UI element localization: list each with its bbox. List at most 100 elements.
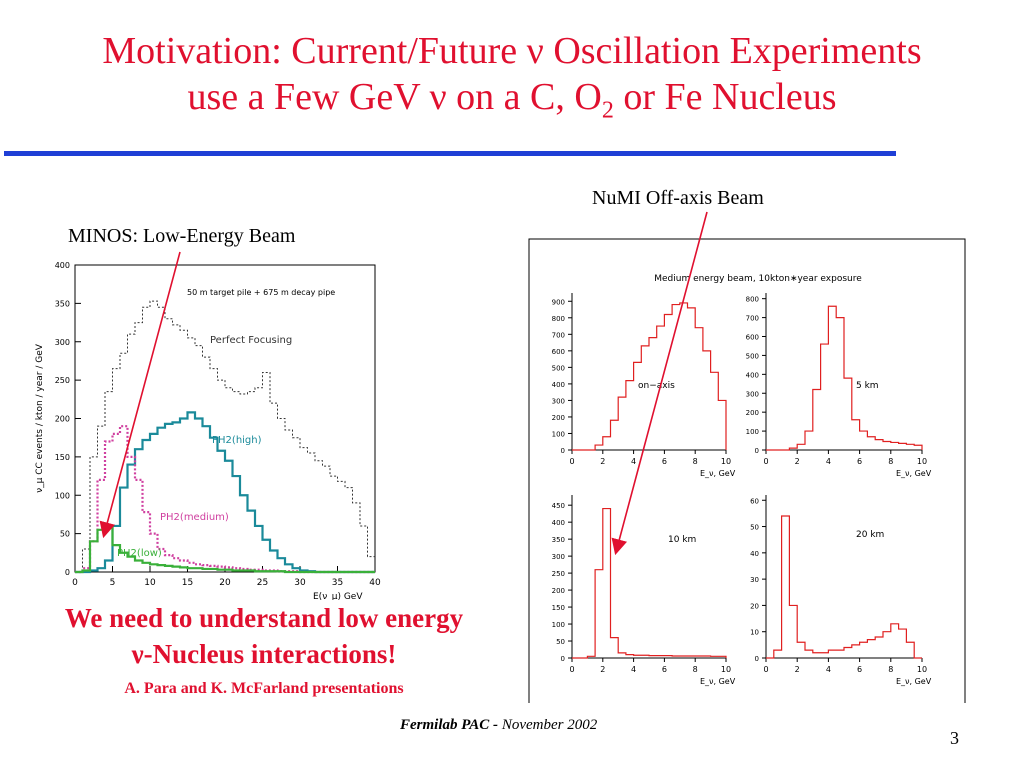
minos-ytick-label: 400 <box>55 261 70 270</box>
panel-on-axis-ytick-label: 200 <box>552 414 565 422</box>
panel-10km-ytick-label: 50 <box>556 638 565 646</box>
minos-ytick-label: 100 <box>55 491 70 500</box>
panel-5km-xtick-label: 6 <box>857 457 862 466</box>
footer-org: Fermilab PAC - <box>400 717 502 733</box>
panel-5km-ytick-label: 800 <box>746 296 759 304</box>
panel-on-axis-xtick-label: 10 <box>721 457 731 466</box>
minos-label: MINOS: Low-Energy Beam <box>68 225 296 247</box>
minos-ytick-label: 250 <box>55 376 70 385</box>
footer-date: November 2002 <box>501 717 598 733</box>
panel-5km-ytick-label: 100 <box>746 428 759 436</box>
panel-5km-ytick-label: 300 <box>746 390 759 398</box>
slide-title: Motivation: Current/Future ν Oscillation… <box>0 28 1024 134</box>
panel-20km-xtick-label: 10 <box>917 665 927 674</box>
panel-10km-xtick-label: 10 <box>721 665 731 674</box>
panel-20km-ytick-label: 10 <box>750 629 759 637</box>
minos-xtick-label: 20 <box>219 578 231 588</box>
minos-xtick-label: 5 <box>110 578 116 588</box>
minos-xtick-label: 10 <box>144 578 156 588</box>
panel-on-axis-xtick-label: 4 <box>631 457 636 466</box>
panel-20km-xtick-label: 4 <box>826 665 831 674</box>
panel-on-axis-xtick-label: 2 <box>600 457 605 466</box>
panel-20km-xtick-label: 6 <box>857 665 862 674</box>
title-line-2-b: or Fe Nucleus <box>613 76 837 118</box>
panel-5km-xtick-label: 2 <box>795 457 800 466</box>
panel-10km-ytick-label: 450 <box>552 502 565 510</box>
panel-20km-label: 20 km <box>856 530 884 540</box>
panel-10km-xtick-label: 0 <box>569 665 574 674</box>
minos-xtick-label: 30 <box>294 578 306 588</box>
panel-on-axis-ytick-label: 100 <box>552 430 565 438</box>
panel-5km-xtick-label: 8 <box>888 457 893 466</box>
minos-xlabel: E(ν_μ) GeV <box>313 592 363 600</box>
panel-5km-ytick-label: 500 <box>746 352 759 360</box>
panel-on-axis-ytick-label: 900 <box>552 298 565 306</box>
message-line-2: ν-Nucleus interactions! <box>131 639 397 669</box>
panel-on-axis-ytick-label: 300 <box>552 397 565 405</box>
title-line-2: use a Few GeV ν on a C, O2 or Fe Nucleus <box>0 74 1024 134</box>
panel-5km-ytick-label: 200 <box>746 409 759 417</box>
minos-series-perfect-focusing <box>75 300 375 573</box>
offaxis-chart: Medium energy beam, 10kton∗year exposure… <box>528 238 966 703</box>
minos-series-ph2-low- <box>75 526 375 574</box>
panel-20km-ytick-label: 50 <box>750 524 759 532</box>
minos-ytick-label: 150 <box>55 453 70 462</box>
message-credit: A. Para and K. McFarland presentations <box>124 680 404 697</box>
title-subscript: 2 <box>601 97 614 124</box>
panel-on-axis-xlabel: E_ν, GeV <box>700 469 736 478</box>
minos-ytick-label: 0 <box>65 568 70 577</box>
panel-on-axis-ytick-label: 800 <box>552 315 565 323</box>
numi-label: NuMI Off-axis Beam <box>592 187 764 209</box>
panel-10km-ytick-label: 200 <box>552 587 565 595</box>
panel-10km-ytick-label: 300 <box>552 553 565 561</box>
panel-10km-xlabel: E_ν, GeV <box>700 677 736 686</box>
panel-on-axis-xtick-label: 6 <box>662 457 667 466</box>
minos-ytick-label: 300 <box>55 338 70 347</box>
minos-ytick-label: 50 <box>60 530 70 539</box>
panel-5km-xtick-label: 10 <box>917 457 927 466</box>
panel-5km-ytick-label: 600 <box>746 334 759 342</box>
minos-ylabel: ν_μ CC events / kton / year / GeV <box>35 343 45 493</box>
offaxis-frame <box>528 238 966 703</box>
minos-xtick-label: 35 <box>332 578 343 588</box>
minos-series-label: PH2(medium) <box>160 512 229 523</box>
panel-10km-ytick-label: 250 <box>552 570 565 578</box>
minos-xtick-label: 0 <box>72 578 78 588</box>
panel-20km-histogram <box>766 515 922 659</box>
panel-20km-xtick-label: 2 <box>795 665 800 674</box>
minos-xtick-label: 15 <box>182 578 193 588</box>
panel-on-axis-xtick-label: 0 <box>569 457 574 466</box>
panel-10km-xtick-label: 8 <box>693 665 698 674</box>
panel-10km-xtick-label: 6 <box>662 665 667 674</box>
panel-5km-xtick-label: 4 <box>826 457 831 466</box>
panel-20km-xtick-label: 8 <box>888 665 893 674</box>
panel-20km-ytick-label: 40 <box>750 550 759 558</box>
panel-on-axis-ytick-label: 500 <box>552 364 565 372</box>
title-line-2-a: use a Few GeV ν on a C, O <box>187 76 602 118</box>
minos-ytick-label: 200 <box>55 415 70 424</box>
offaxis-title: Medium energy beam, 10kton∗year exposure <box>654 274 862 284</box>
panel-20km-xlabel: E_ν, GeV <box>896 677 932 686</box>
page-number: 3 <box>950 728 959 748</box>
panel-20km-ytick-label: 30 <box>750 576 759 584</box>
panel-20km-ytick-label: 0 <box>755 655 759 663</box>
panel-20km-ytick-label: 60 <box>750 497 759 505</box>
panel-5km-xtick-label: 0 <box>763 457 768 466</box>
minos-annotation: 50 m target pile + 675 m decay pipe <box>187 288 335 297</box>
panel-20km-ytick-label: 20 <box>750 602 759 610</box>
panel-10km-histogram <box>572 507 727 659</box>
minos-ytick-label: 350 <box>55 299 70 308</box>
title-rule <box>4 151 896 156</box>
minos-xtick-label: 25 <box>257 578 268 588</box>
panel-on-axis-histogram <box>572 302 727 451</box>
panel-on-axis-ytick-label: 0 <box>561 447 565 455</box>
panel-20km-xtick-label: 0 <box>763 665 768 674</box>
panel-5km-ytick-label: 0 <box>755 447 759 455</box>
panel-10km-xtick-label: 2 <box>600 665 605 674</box>
title-line-1: Motivation: Current/Future ν Oscillation… <box>102 30 922 72</box>
minos-series-label: PH2(high) <box>212 435 262 446</box>
panel-10km-xtick-label: 4 <box>631 665 636 674</box>
panel-on-axis-xtick-label: 8 <box>693 457 698 466</box>
minos-series-ph2-high- <box>75 411 375 574</box>
